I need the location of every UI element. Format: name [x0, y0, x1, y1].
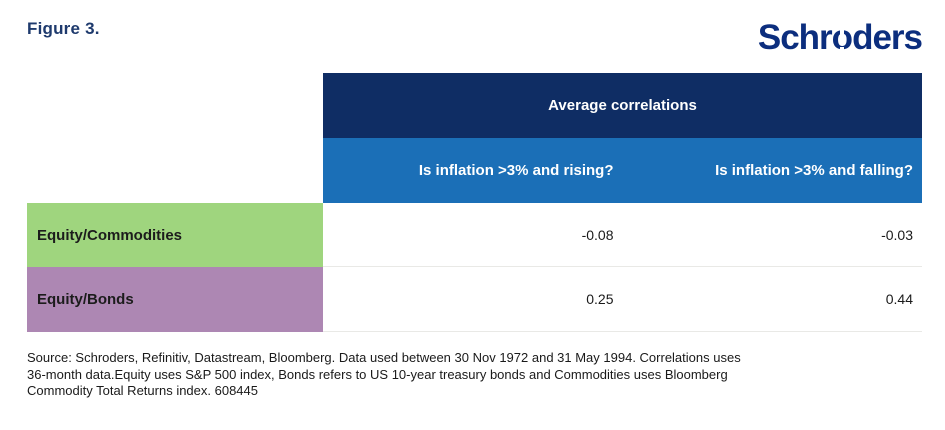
correlations-table: Average correlations Is inflation >3% an… — [27, 73, 922, 332]
source-note: Source: Schroders, Refinitiv, Datastream… — [27, 350, 837, 400]
logo-text-before-o: Schr — [757, 18, 833, 57]
table-corner-spacer-2 — [27, 138, 323, 203]
logo-text-after-o: ders — [852, 18, 923, 57]
row-label-equity-commodities: Equity/Commodities — [27, 203, 323, 267]
logo-stencil-o: o — [831, 18, 853, 57]
value-equity-bonds-falling: 0.44 — [622, 267, 922, 332]
value-equity-commodities-falling: -0.03 — [622, 203, 922, 267]
schroders-logo: Schroders — [757, 18, 923, 57]
source-note-line-3: Commodity Total Returns index. 608445 — [27, 383, 258, 398]
table-header-average-correlations: Average correlations — [323, 73, 922, 138]
column-header-inflation-falling: Is inflation >3% and falling? — [622, 138, 922, 203]
source-note-line-2: 36-month data.Equity uses S&P 500 index,… — [27, 366, 728, 382]
source-note-line-1: Source: Schroders, Refinitiv, Datastream… — [27, 350, 741, 365]
table-corner-spacer — [27, 73, 323, 138]
figure-label: Figure 3. — [27, 19, 100, 38]
column-header-inflation-rising: Is inflation >3% and rising? — [323, 138, 623, 203]
row-label-equity-bonds: Equity/Bonds — [27, 267, 323, 332]
value-equity-bonds-rising: 0.25 — [323, 267, 623, 332]
value-equity-commodities-rising: -0.08 — [323, 203, 623, 267]
